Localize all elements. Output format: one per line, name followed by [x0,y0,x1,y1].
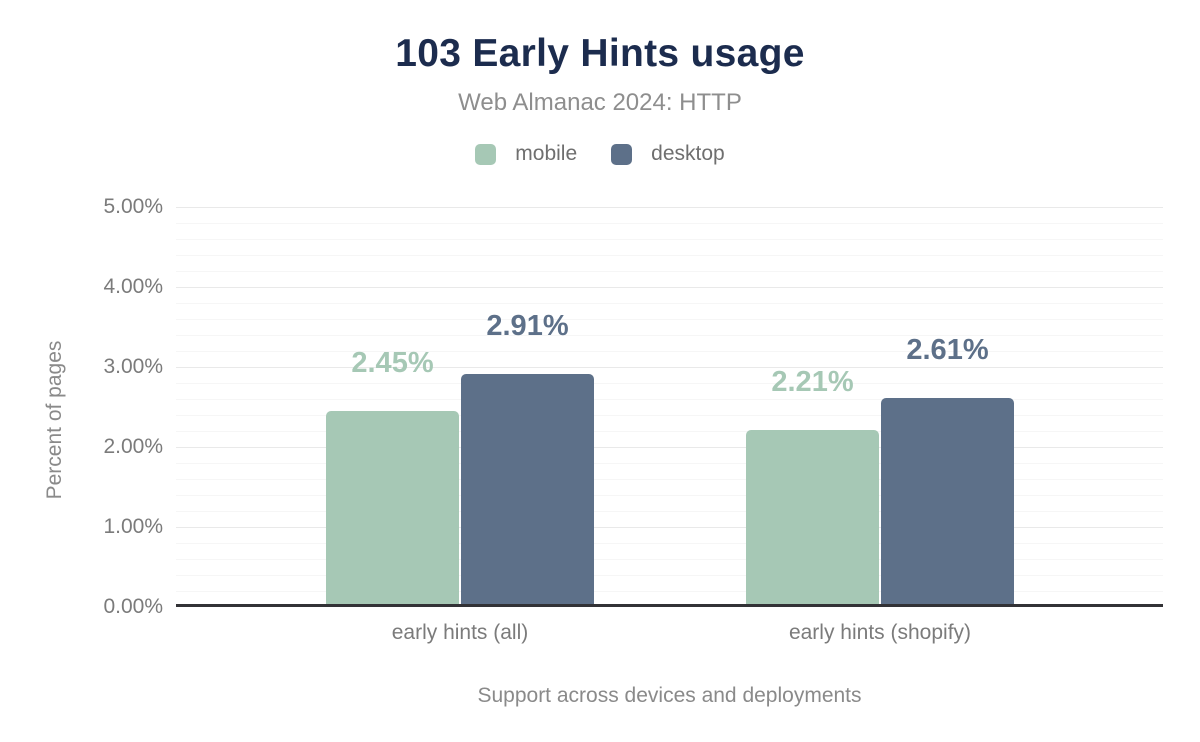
x-category-label: early hints (all) [391,621,529,644]
mobile-swatch-icon [475,143,497,165]
gridline-minor [176,223,1163,224]
y-tick-label: 1.00% [103,515,163,538]
gridline-minor [176,431,1163,432]
gridline-major [176,447,1163,448]
legend-label: mobile [515,142,578,165]
gridline-minor [176,463,1163,464]
gridline-minor [176,543,1163,544]
gridline-minor [176,383,1163,384]
gridline-major [176,367,1163,368]
gridline-minor [176,351,1163,352]
bar-mobile-2[interactable] [746,430,879,607]
gridline-minor [176,239,1163,240]
gridline-major [176,287,1163,288]
y-tick-label: 5.00% [103,195,163,218]
gridline-major [176,527,1163,528]
gridline-minor [176,591,1163,592]
chart-subtitle: Web Almanac 2024: HTTP [458,89,742,116]
x-category-label: early hints (shopify) [788,621,972,644]
desktop-swatch-icon [611,143,633,165]
chart-title: 103 Early Hints usage [395,32,805,75]
bar-value-label: 2.45% [351,347,434,379]
bar-value-label: 2.91% [486,310,569,343]
y-tick-label: 0.00% [103,595,163,618]
bar-desktop-2[interactable] [881,398,1014,607]
legend: mobile desktop [0,142,1200,166]
gridline-minor [176,319,1163,320]
y-tick-label: 2.00% [103,435,163,458]
x-axis-line [176,604,1163,607]
gridline-minor [176,415,1163,416]
gridline-minor [176,399,1163,400]
gridline-minor [176,255,1163,256]
legend-item-desktop[interactable]: desktop [611,142,725,166]
bar-value-label: 2.21% [771,366,854,399]
gridline-major [176,207,1163,208]
gridline-minor [176,479,1163,480]
gridline-minor [176,511,1163,512]
gridline-minor [176,303,1163,304]
legend-label: desktop [651,142,725,165]
bar-desktop-1[interactable] [461,374,594,607]
bar-value-label: 2.61% [906,334,989,367]
gridline-minor [176,271,1163,272]
gridline-minor [176,575,1163,576]
gridline-minor [176,335,1163,336]
x-axis-title: Support across devices and deployments [477,684,862,707]
y-tick-label: 3.00% [103,355,163,378]
bar-mobile-1[interactable] [326,411,459,607]
gridline-minor [176,495,1163,496]
gridline-minor [176,559,1163,560]
legend-item-mobile[interactable]: mobile [475,142,577,166]
y-tick-label: 4.00% [103,275,163,298]
